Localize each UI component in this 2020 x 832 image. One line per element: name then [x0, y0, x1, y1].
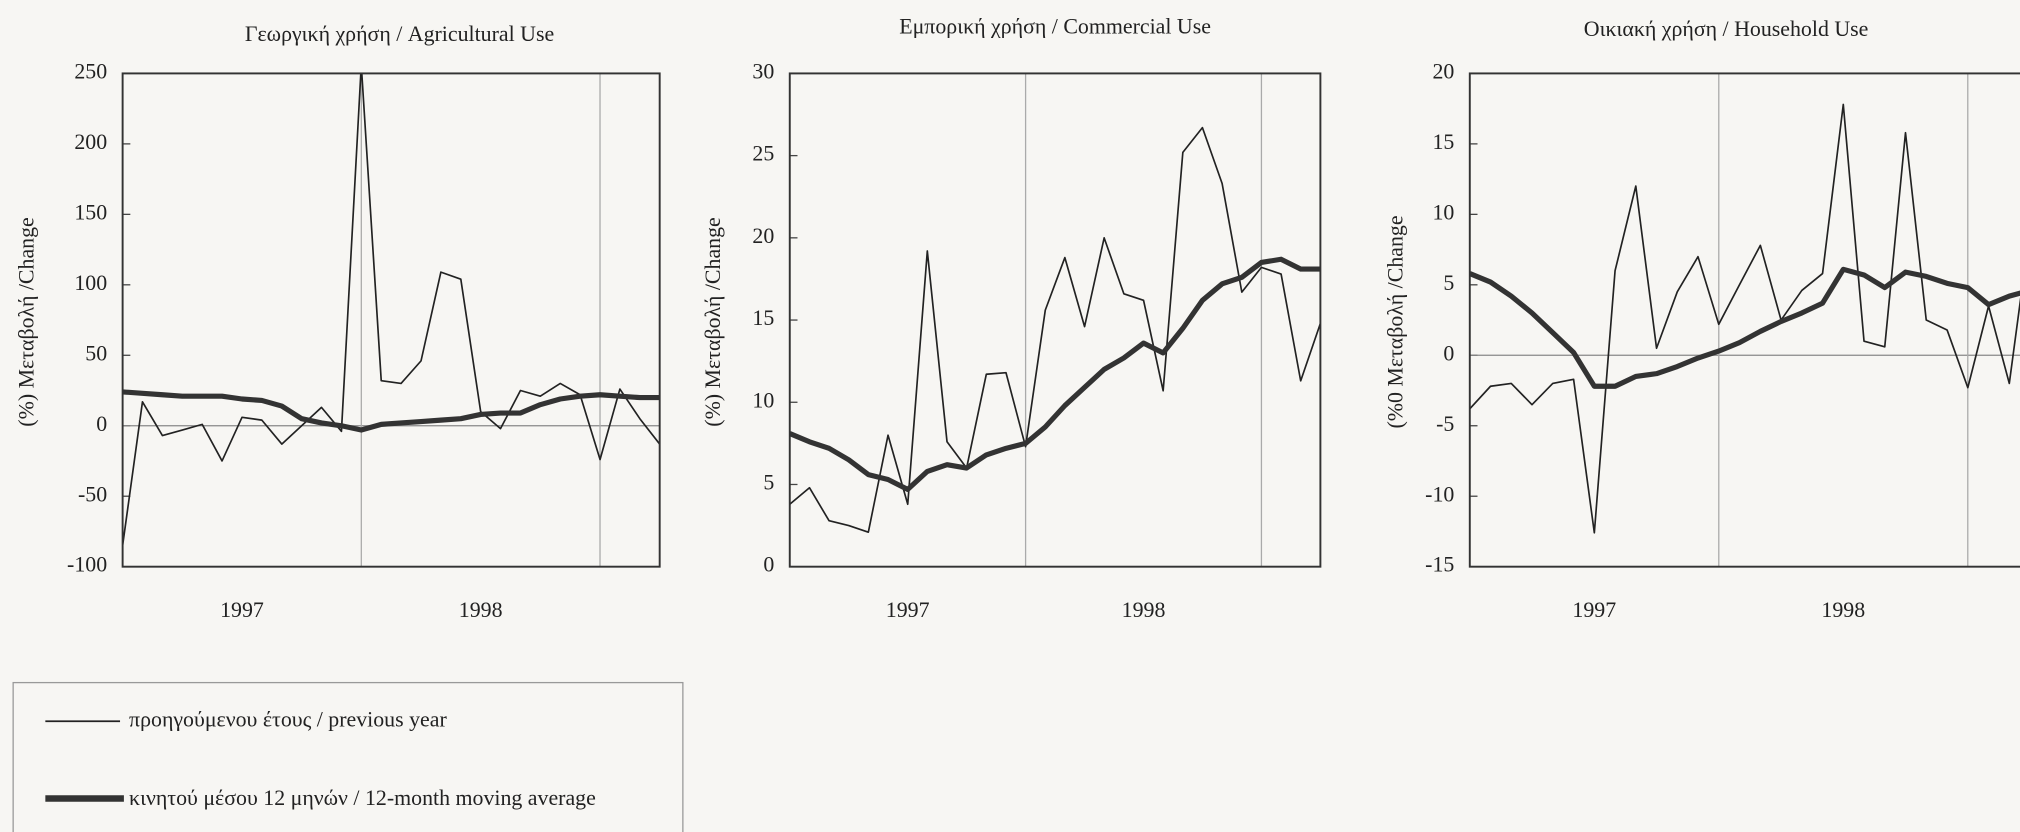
series-line [122, 389, 660, 433]
y-axis-label: (%0 Μεταβολή /Change [1383, 215, 1408, 428]
y-tick-label: -100 [67, 552, 107, 577]
chart-title: Γεωργική χρήση / Agricultural Use [245, 21, 554, 46]
chart-title: Οικιακή χρήση / Household Use [1584, 16, 1869, 41]
series-line [789, 256, 1321, 492]
y-tick-label: 5 [1443, 270, 1454, 295]
y-tick-label: 30 [752, 58, 774, 83]
y-tick-label: -50 [78, 481, 107, 506]
y-axis-label: (%) Μεταβολή /Change [700, 217, 725, 426]
chart-title: Εμπορική χρήση / Commercial Use [899, 13, 1211, 38]
y-tick-label: 20 [752, 223, 774, 248]
panel: Οικιακή χρήση / Household Use (%0 Μεταβολ… [1383, 16, 2020, 622]
x-tick-label: 1997 [220, 597, 264, 622]
plot-lines [789, 126, 1321, 534]
y-tick-label: 200 [74, 129, 107, 154]
legend-label: προηγούμενου έτους / previous year [129, 706, 447, 731]
legend-box [12, 681, 684, 832]
y-tick-label: 50 [85, 340, 107, 365]
plot-frame [1468, 72, 2020, 568]
y-tick-label: 100 [74, 270, 107, 295]
y-tick-label: -5 [1436, 411, 1454, 436]
y-tick-label: 0 [1443, 340, 1454, 365]
series-line [1469, 103, 2020, 534]
y-tick-label: 10 [1432, 199, 1454, 224]
panel: Εμπορική χρήση / Commercial Use (%) Μεταβ… [700, 13, 1322, 622]
x-tick-label: 1998 [1821, 597, 1865, 622]
y-tick-label: 25 [752, 141, 774, 166]
x-tick-label: 1998 [459, 597, 503, 622]
series-line [789, 126, 1321, 534]
plot-frame [788, 72, 1322, 568]
x-tick-label: 1998 [1122, 597, 1166, 622]
plot-frame [121, 72, 661, 568]
y-tick-label: 150 [74, 199, 107, 224]
y-tick-label: 15 [752, 305, 774, 330]
y-tick-label: 20 [1432, 58, 1454, 83]
y-tick-label: 0 [96, 411, 107, 436]
y-tick-label: 0 [763, 552, 774, 577]
x-tick-label: 1997 [886, 597, 930, 622]
y-tick-label: 15 [1432, 129, 1454, 154]
legend: προηγούμενου έτους / previous year κινητ… [12, 681, 684, 832]
x-tick-label: 1997 [1572, 597, 1616, 622]
y-tick-label: 250 [74, 58, 107, 83]
legend-label: κινητού μέσου 12 μηνών / 12-month moving… [129, 785, 596, 810]
y-tick-label: -10 [1425, 481, 1454, 506]
series-line [1469, 266, 2020, 389]
y-axis-label: (%) Μεταβολή /Change [14, 217, 39, 426]
y-tick-label: 5 [763, 470, 774, 495]
y-tick-label: 10 [752, 387, 774, 412]
y-tick-label: -15 [1425, 552, 1454, 577]
panel: Γεωργική χρήση / Agricultural Use (%) Μετ… [14, 21, 661, 622]
series-line [122, 73, 660, 546]
plot-lines [122, 73, 660, 546]
plot-lines [1469, 103, 2020, 534]
